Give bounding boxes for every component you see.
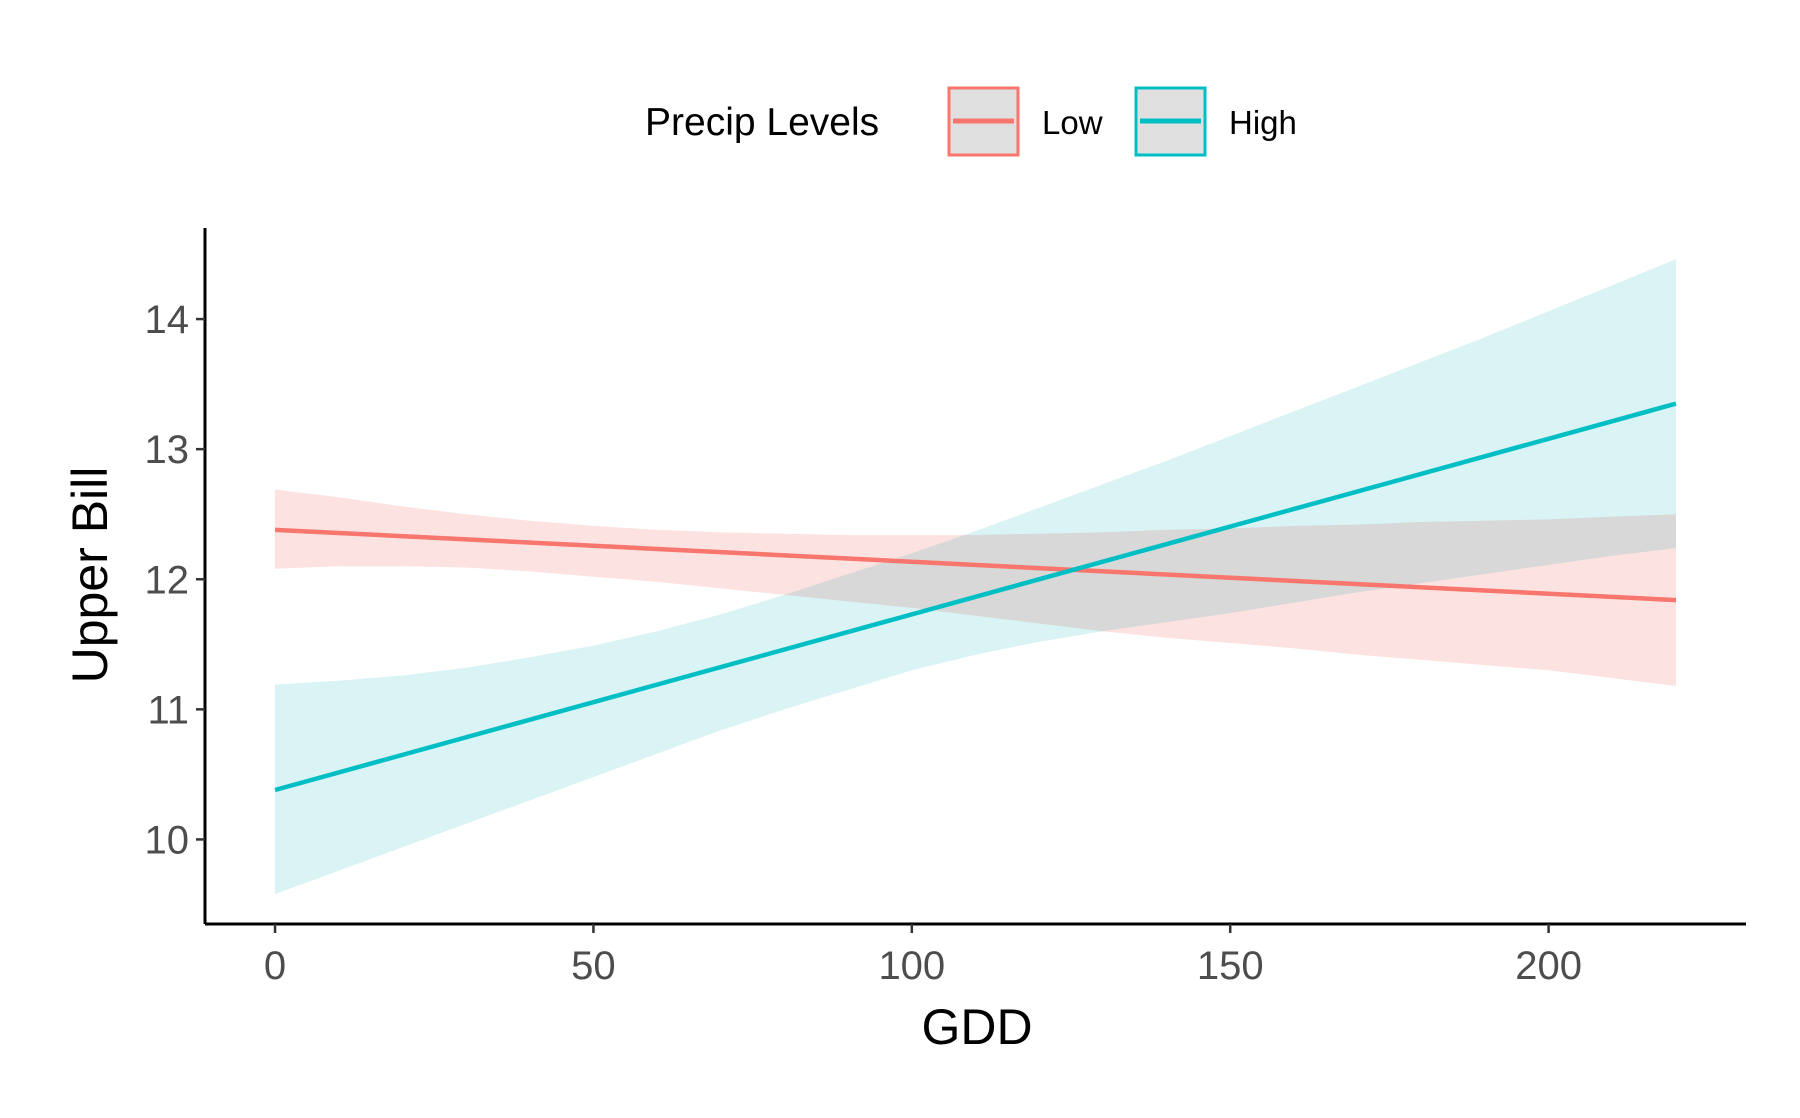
series-line-low <box>274 527 1677 603</box>
legend-key-low <box>947 86 1020 157</box>
x-tick-label: 100 <box>878 944 945 988</box>
series-lines <box>274 401 1677 793</box>
x-tick-label: 50 <box>571 944 616 988</box>
y-tick-label: 12 <box>145 558 190 602</box>
legend-label-low: Low <box>1042 104 1103 141</box>
x-tick-label: 150 <box>1197 944 1264 988</box>
y-tick-label: 13 <box>145 428 190 472</box>
x-tick-label: 0 <box>264 944 286 988</box>
band-high <box>275 259 1676 895</box>
legend-title: Precip Levels <box>645 101 879 144</box>
legend-key-high <box>1134 86 1207 157</box>
y-tick-label: 11 <box>147 688 189 732</box>
x-axis-label: GDD <box>921 999 1032 1055</box>
y-tick-label: 14 <box>145 298 190 342</box>
axes: 0 50 100 150 200 10 11 12 13 14 <box>145 228 1746 988</box>
confidence-bands <box>275 259 1676 895</box>
x-tick-label: 200 <box>1515 944 1582 988</box>
y-tick-label: 10 <box>145 818 190 862</box>
y-axis-label: Upper Bill <box>62 467 118 684</box>
legend: Precip Levels Low High <box>645 86 1297 157</box>
legend-label-high: High <box>1229 104 1297 141</box>
series-line-high <box>274 401 1677 793</box>
